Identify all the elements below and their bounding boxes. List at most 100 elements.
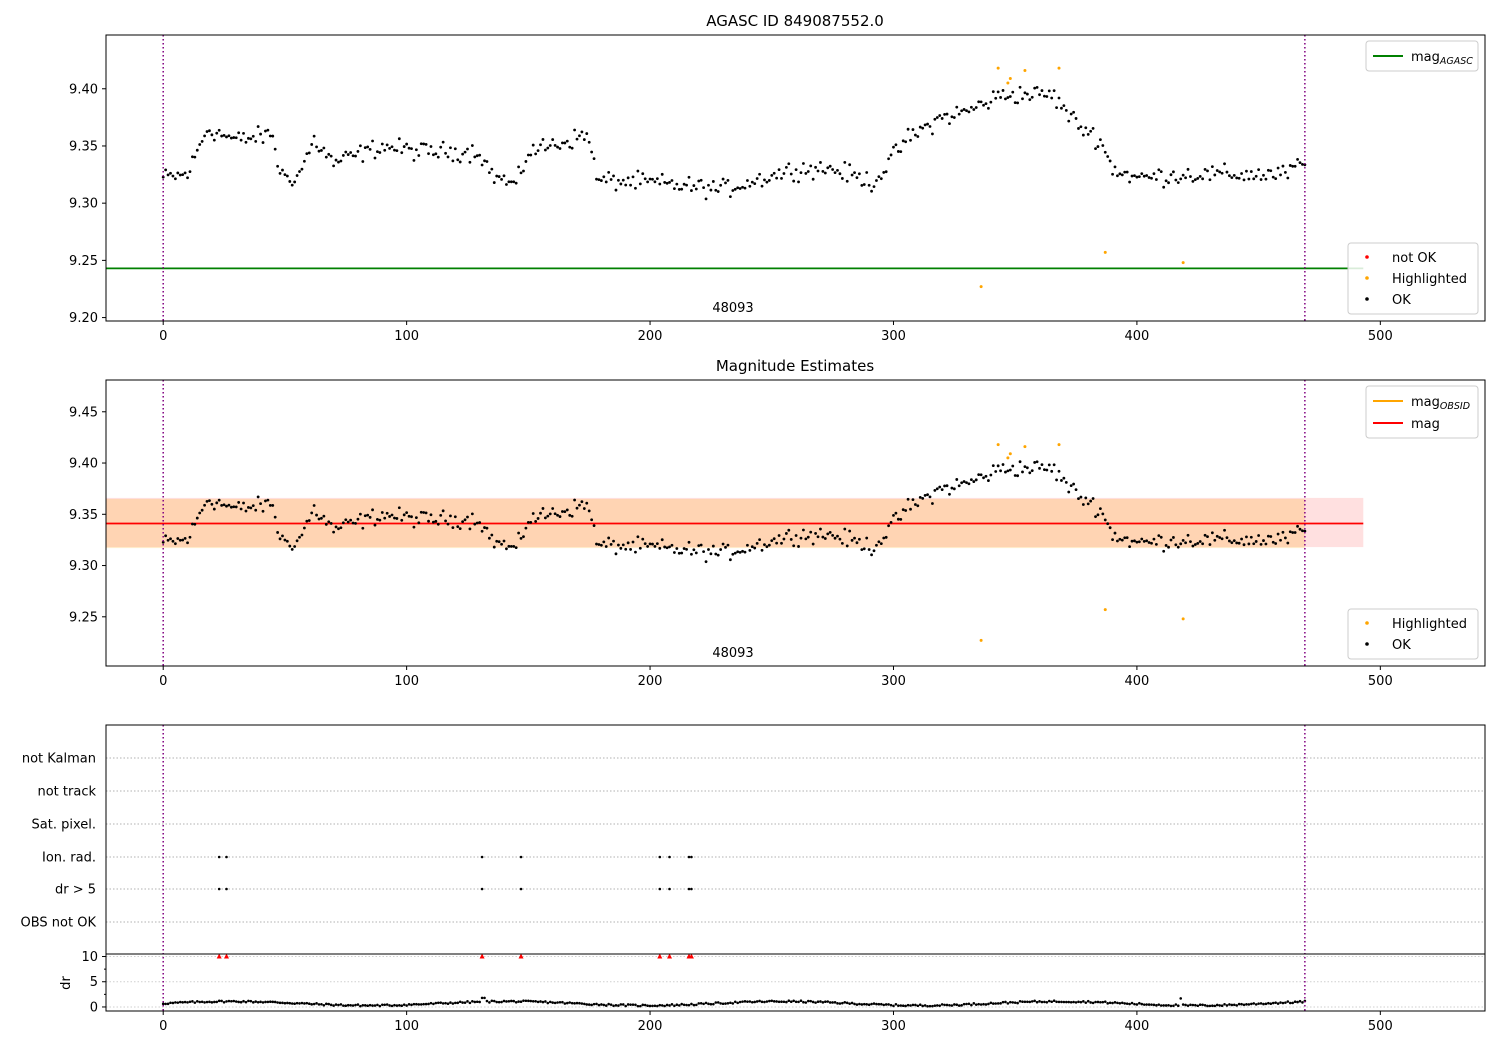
p2-ok-point (1064, 481, 1068, 484)
p2-ok-point (1089, 499, 1093, 503)
p1-ok-point (565, 139, 569, 143)
p1-ok-point (424, 142, 428, 146)
p3-dr-point (1106, 1002, 1109, 1005)
p3-dr-point (651, 1004, 654, 1008)
p3-dr-point (802, 1000, 805, 1004)
p1-ok-point (259, 132, 262, 136)
p3-flag-label: not Kalman (22, 752, 96, 767)
p1-ok-point (1060, 106, 1063, 110)
p1-ok-point (697, 179, 701, 183)
p1-ok-point (1269, 169, 1273, 173)
p2-ok-point (310, 511, 314, 515)
p3-dr-point (1235, 1004, 1239, 1007)
p3-dr-point (288, 1001, 292, 1005)
p2-ok-point (298, 535, 301, 539)
p1-ok-point (285, 174, 289, 178)
p2-ok-point (870, 553, 873, 557)
p2-ok-point (1028, 471, 1032, 475)
p2-ok-point (1052, 463, 1056, 467)
p2-ok-point (1081, 503, 1085, 506)
p3-dr-point (772, 1000, 776, 1003)
p1-ok-point (166, 173, 170, 177)
p2-ok-point (590, 518, 594, 522)
p2-ok-point (434, 519, 438, 523)
p1-ok-point (901, 139, 905, 143)
p3-dr-point (634, 1003, 637, 1007)
p3-dr-point (806, 999, 810, 1003)
p3-dr-point (918, 1003, 922, 1007)
p1-ok-point (853, 171, 856, 175)
p3-dr-point (1252, 1002, 1256, 1005)
p2-ok-point (668, 545, 671, 549)
p2-ok-point (1206, 535, 1209, 539)
p3-dr-point (670, 1003, 674, 1006)
p1-ok-point (619, 182, 623, 186)
p3-dr-point (753, 1000, 757, 1004)
p1-ok-point (1276, 166, 1280, 170)
p1-ok-point (770, 174, 774, 177)
p2-ok-point (169, 537, 172, 541)
p2-ok-point (804, 537, 808, 541)
p1-ok-point (736, 186, 740, 190)
p1-ok-point (1150, 176, 1153, 180)
p3-dr-point (602, 1003, 606, 1007)
p3-dr-point (938, 1004, 942, 1007)
p2-ok-point (1021, 470, 1024, 474)
p2-ok-point (952, 487, 956, 491)
p1-ok-point (317, 149, 321, 153)
p1-ok-point (380, 142, 384, 146)
p1-ok-point (1164, 179, 1168, 183)
p3-dr-point (777, 1000, 781, 1004)
p2-ok-point (376, 517, 379, 521)
p2-ok-point (918, 495, 922, 499)
p3-dr-point (882, 1003, 886, 1007)
p3-dr-point (731, 1002, 735, 1005)
p1-ok-point (475, 154, 479, 158)
p2-ok-point (453, 515, 457, 519)
p2-ok-point (337, 527, 340, 531)
p3-dr-point (600, 1003, 603, 1006)
p2-ok-point (1215, 534, 1219, 538)
p3-dr-point (254, 1000, 258, 1003)
p3-dr-point (984, 1003, 988, 1006)
p1-ok-point (1288, 164, 1292, 167)
p1-ok-point (921, 126, 925, 130)
p3-dr-point (1179, 997, 1183, 1000)
p3-dr-point (1125, 1002, 1129, 1005)
p1-highlighted-point (1057, 66, 1061, 70)
p2-ok-point (1103, 518, 1107, 522)
p3-dr-point (906, 1003, 910, 1007)
p2-ok-point (473, 522, 477, 526)
p1-ok-point (1159, 170, 1163, 174)
p1-ok-point (865, 171, 869, 174)
p3-dr-point (855, 1003, 859, 1006)
p3-dr-point (354, 1003, 357, 1007)
p1-ok-point (483, 159, 486, 163)
p2-ok-point (461, 520, 465, 524)
p1-ok-point (251, 134, 255, 138)
p1-ok-point (879, 177, 883, 181)
p3-dr-point (1077, 1000, 1080, 1004)
p3-dr-point (210, 1001, 214, 1004)
p2-ok-point (1252, 542, 1256, 546)
p1-ok-point (809, 164, 813, 168)
p2-ok-point (315, 513, 318, 517)
p1-ok-point (797, 180, 800, 184)
p2-ok-point (283, 538, 287, 542)
p2-ok-point (208, 499, 211, 503)
p3-flag-label: dr > 5 (55, 883, 96, 898)
p1-ok-point (519, 171, 523, 175)
p1-ok-point (741, 185, 744, 189)
p2-ok-point (217, 498, 221, 502)
p1-ok-point (814, 165, 817, 169)
p2-ok-point (1208, 543, 1212, 546)
p1-ok-point (358, 144, 362, 148)
p1-ok-point (234, 136, 238, 140)
p1-ok-point (215, 131, 219, 135)
p1-ok-point (889, 153, 893, 157)
p1-ok-point (1235, 176, 1239, 180)
p2-ok-point (495, 539, 499, 543)
p1-ok-point (738, 187, 742, 190)
p2-ok-point (931, 502, 934, 505)
p3-dr-point (298, 1002, 301, 1005)
